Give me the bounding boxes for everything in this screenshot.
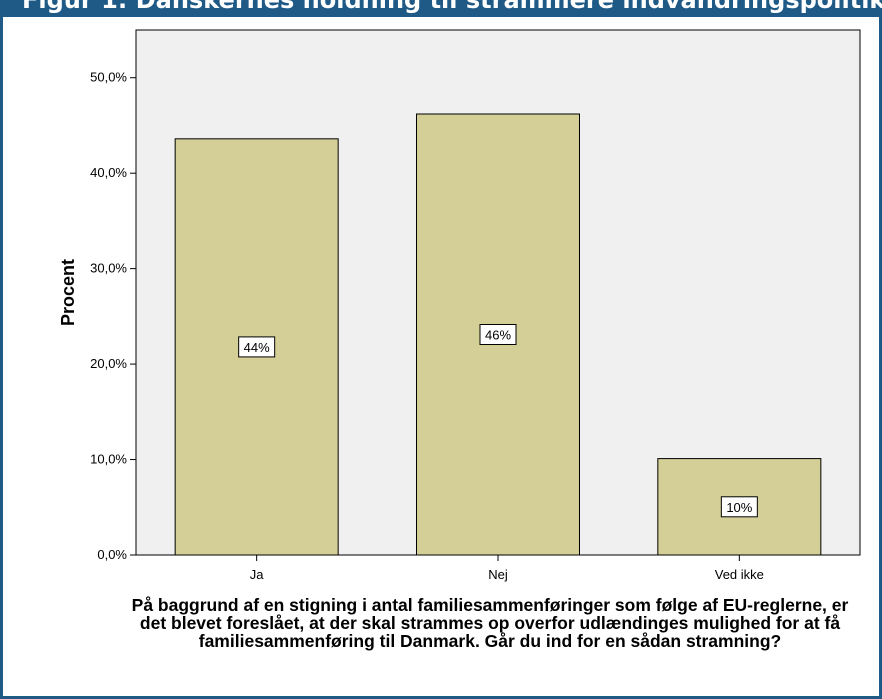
bars: 44% 46% 10% — [174, 113, 822, 556]
y-tick-label: 10,0% — [90, 452, 127, 467]
data-label: 46% — [485, 328, 511, 343]
figure-title-bar: Figur 1: Danskernes holdning til stramme… — [0, 0, 882, 17]
y-tick-label: 30,0% — [90, 261, 127, 276]
data-label-box — [479, 324, 517, 345]
y-tick-label: 40,0% — [90, 165, 127, 180]
y-axis: 0,0% 10,0% 20,0% 30,0% 40,0% 50,0% — [90, 70, 136, 562]
y-tick-label: 20,0% — [90, 356, 127, 371]
data-label: 44% — [244, 340, 270, 355]
x-axis-label: På baggrund af en stigning i antal famil… — [131, 595, 849, 651]
y-tick-label: 50,0% — [90, 70, 127, 85]
x-tick-label: Ved ikke — [715, 567, 764, 582]
data-label: 10% — [726, 500, 752, 515]
x-axis: Ja Nej Ved ikke — [250, 555, 764, 582]
x-tick-label: Ja — [250, 567, 265, 582]
data-label-box — [720, 496, 758, 518]
y-axis-label: Procent — [58, 259, 78, 326]
data-label-box — [238, 336, 276, 358]
y-tick-label: 0,0% — [97, 547, 127, 562]
figure-title: Figur 1: Danskernes holdning til stramme… — [22, 0, 882, 14]
x-tick-label: Nej — [488, 567, 508, 582]
